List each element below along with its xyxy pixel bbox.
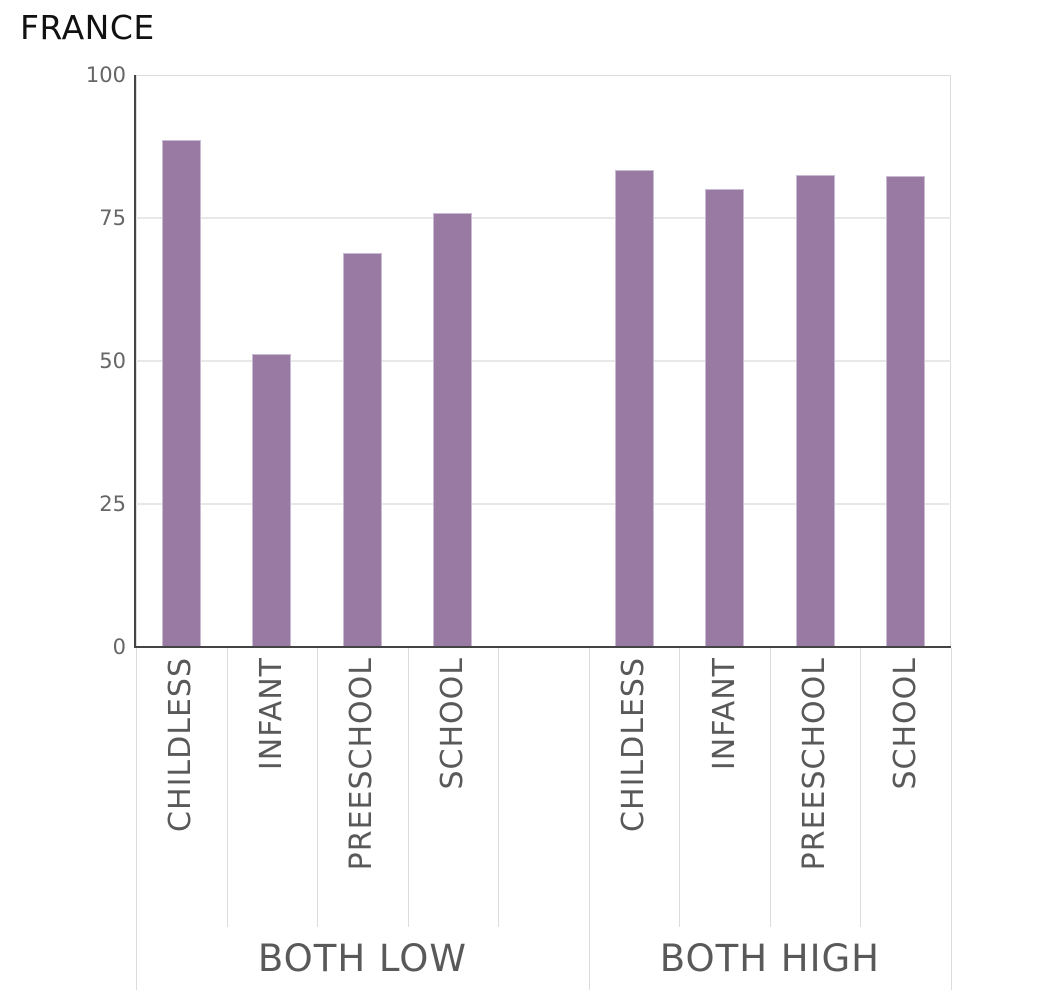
y-tick-label: 50: [99, 349, 126, 373]
gridline-75: [136, 217, 951, 219]
category-label-infant: INFANT: [706, 657, 742, 771]
y-axis-line: [134, 75, 136, 648]
chart-title: FRANCE: [20, 8, 155, 47]
bar-both-low-infant: [252, 354, 292, 647]
bar-both-low-school: [433, 212, 473, 647]
group-divider: [588, 648, 590, 990]
group-label-both-high: BOTH HIGH: [659, 937, 881, 980]
category-label-school: SCHOOL: [887, 657, 923, 790]
category-divider: [860, 648, 862, 927]
category-label-preeschool: PREESCHOOL: [344, 657, 380, 871]
gridline-25: [136, 503, 951, 505]
category-label-preeschool: PREESCHOOL: [797, 657, 833, 871]
gridline-50: [136, 360, 951, 362]
x-axis-line: [134, 646, 951, 648]
category-divider: [407, 648, 409, 927]
category-label-school: SCHOOL: [434, 657, 470, 790]
y-tick-label: 100: [85, 63, 126, 87]
category-label-childless: CHILDLESS: [163, 657, 199, 832]
group-divider: [136, 648, 137, 990]
group-label-both-low: BOTH LOW: [257, 937, 467, 980]
y-tick-label: 0: [112, 635, 126, 659]
category-divider: [317, 648, 319, 927]
bar-both-high-school: [886, 175, 926, 647]
bar-both-high-infant: [705, 188, 745, 647]
bar-both-low-childless: [161, 140, 201, 647]
category-divider: [769, 648, 771, 927]
y-tick-label: 25: [99, 492, 126, 516]
group-divider: [951, 648, 952, 990]
category-divider: [679, 648, 681, 927]
category-divider: [226, 648, 228, 927]
category-label-infant: INFANT: [253, 657, 289, 771]
category-label-childless: CHILDLESS: [616, 657, 652, 832]
bar-both-low-preeschool: [342, 252, 382, 647]
y-tick-label: 75: [99, 206, 126, 230]
category-divider: [498, 648, 500, 927]
bar-both-high-childless: [614, 169, 654, 647]
bar-both-high-preeschool: [795, 175, 835, 647]
